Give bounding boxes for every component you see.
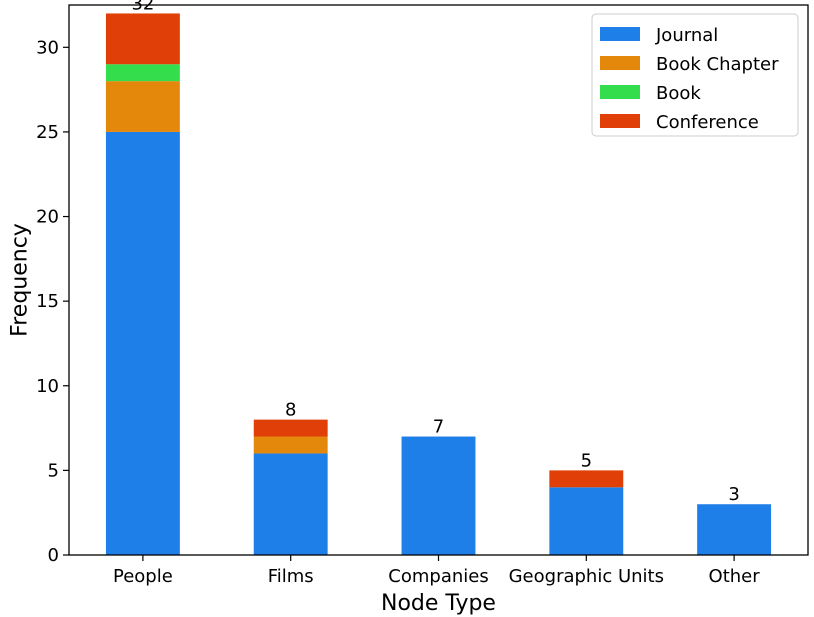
- y-tick-label: 5: [48, 460, 59, 481]
- bar-book-chapter-films: [253, 436, 328, 454]
- bar-journal-people: [105, 131, 180, 555]
- bar-conference-geographic-units: [549, 470, 624, 488]
- x-tick-label: Other: [709, 566, 761, 587]
- y-tick-label: 15: [36, 291, 59, 312]
- bar-conference-films: [253, 419, 328, 437]
- y-axis: 0 5 10 15 20 25 30: [36, 37, 69, 566]
- total-label: 5: [581, 450, 592, 471]
- x-tick-label: Geographic Units: [509, 566, 664, 587]
- x-tick-label: Films: [268, 566, 314, 587]
- y-tick-label: 30: [36, 37, 59, 58]
- bar-journal-companies: [401, 436, 476, 555]
- y-tick-label: 25: [36, 122, 59, 143]
- legend-swatch: [600, 27, 640, 41]
- legend-swatch: [600, 56, 640, 70]
- bar-conference-people: [105, 13, 180, 65]
- bar-book-people: [105, 64, 180, 82]
- x-axis-label: Node Type: [381, 591, 496, 616]
- bar-journal-geographic-units: [549, 487, 624, 555]
- total-label: 32: [131, 0, 154, 14]
- x-tick-label: People: [113, 566, 173, 587]
- y-tick-label: 0: [48, 545, 59, 566]
- total-labels-group: 32 8 7 5 3: [131, 0, 739, 505]
- legend-box: [591, 13, 799, 137]
- x-axis: People Films Companies Geographic Units Othe…: [113, 555, 760, 587]
- bar-journal-other: [697, 504, 772, 555]
- legend-label: Book Chapter: [656, 54, 779, 75]
- bar-book-chapter-people: [105, 81, 180, 132]
- legend-label: Book: [656, 83, 701, 104]
- y-tick-label: 10: [36, 376, 59, 397]
- total-label: 8: [285, 400, 296, 421]
- x-tick-label: Companies: [388, 566, 488, 587]
- bar-journal-films: [253, 453, 328, 555]
- total-label: 3: [728, 484, 739, 505]
- bars-group: [105, 13, 772, 555]
- y-axis-label: Frequency: [8, 223, 33, 337]
- y-tick-label: 20: [36, 207, 59, 228]
- total-label: 7: [433, 417, 444, 438]
- legend: Journal Book Chapter Book Conference: [591, 13, 799, 137]
- legend-label: Journal: [655, 25, 718, 46]
- legend-swatch: [600, 85, 640, 99]
- legend-swatch: [600, 114, 640, 128]
- legend-label: Conference: [656, 112, 759, 133]
